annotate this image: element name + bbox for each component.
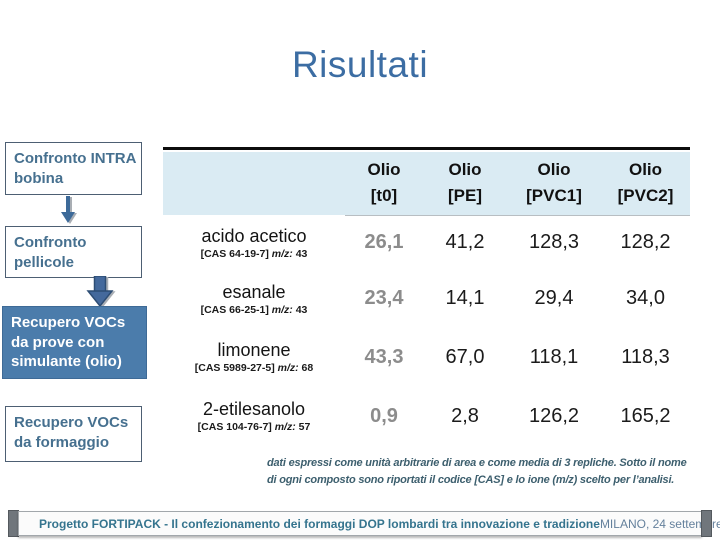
compound-name: acido acetico — [201, 225, 307, 246]
ion-value: 57 — [298, 421, 311, 433]
table-top-border — [163, 147, 690, 150]
table-header-row: Olio [t0] Olio [PE] Olio [PVC1] Olio [PV… — [163, 152, 690, 216]
flow-box-label: Recupero VOCs da formaggio — [14, 414, 129, 451]
value-olio-t0: 43,3 — [364, 345, 404, 368]
value-olio-pvc1: 126,2 — [528, 404, 580, 427]
column-header-condition: [PE] — [448, 186, 482, 205]
compound-cell: esanale [CAS 66-25-1] m/z: 43 — [163, 282, 345, 316]
value-olio-pvc2: 165,2 — [620, 404, 671, 427]
value-olio-pvc2: 118,3 — [621, 345, 670, 368]
ion-value: 68 — [301, 362, 314, 374]
ion-value: 43 — [295, 303, 308, 316]
flow-box-label: Confronto pellicole — [14, 234, 87, 271]
value-olio-pvc1: 29,4 — [534, 287, 574, 309]
value-olio-pe: 67,0 — [445, 345, 485, 368]
down-arrow-icon — [61, 196, 75, 223]
column-header-empty — [163, 152, 345, 215]
value-olio-pe: 2,8 — [451, 404, 479, 427]
cas-code: [CAS 104-76-7] — [197, 421, 272, 433]
column-header-olio-t0: Olio [t0] — [345, 152, 423, 215]
flow-box-label: Confronto INTRA bobina — [14, 150, 136, 187]
table-body: acido acetico [CAS 64-19-7] m/z: 43 26,1… — [163, 215, 690, 445]
compound-cell: 2-etilesanolo [CAS 104-76-7] m/z: 57 — [163, 399, 345, 433]
footer-date-text: MILANO, 24 settembre 2010 — [599, 516, 720, 531]
column-header-olio-pvc1: Olio [PVC1] — [507, 152, 601, 215]
mz-label: m/z: — [277, 362, 299, 374]
compound-name: limonene — [217, 340, 291, 360]
mz-label: m/z: — [271, 303, 293, 316]
value-olio-pe: 41,2 — [445, 231, 485, 253]
column-header-product: Olio — [537, 160, 571, 179]
compound-cas-info: [CAS 5989-27-5] m/z: 68 — [163, 362, 345, 374]
table-row: acido acetico [CAS 64-19-7] m/z: 43 26,1… — [163, 215, 690, 270]
value-olio-pvc1: 118,1 — [529, 345, 579, 368]
flow-box-confronto-intra-bobina: Confronto INTRA bobina — [5, 142, 142, 195]
table-row: limonene [CAS 5989-27-5] m/z: 68 43,3 67… — [163, 327, 690, 387]
column-header-condition: [PVC1] — [526, 186, 582, 205]
compound-cas-info: [CAS 104-76-7] m/z: 57 — [163, 421, 345, 433]
mz-label: m/z: — [271, 247, 293, 260]
compound-cas-info: [CAS 64-19-7] m/z: 43 — [163, 248, 345, 260]
footer-bar-body: Progetto FORTIPACK - Il confezionamento … — [18, 511, 720, 536]
value-olio-pe: 14,1 — [445, 287, 485, 309]
value-olio-t0: 23,4 — [364, 287, 404, 309]
value-olio-pvc2: 128,2 — [620, 231, 671, 253]
table-row: 2-etilesanolo [CAS 104-76-7] m/z: 57 0,9… — [163, 387, 690, 445]
flow-box-recupero-vocs-simulante: Recupero VOCs da prove con simulante (ol… — [2, 306, 147, 379]
value-olio-pvc1: 128,3 — [528, 231, 580, 253]
flow-box-confronto-pellicole: Confronto pellicole — [5, 226, 142, 278]
flow-box-label: Recupero VOCs da prove con simulante (ol… — [11, 314, 126, 370]
column-header-product: Olio — [448, 160, 482, 179]
down-arrow-thick-icon — [86, 276, 114, 307]
value-olio-t0: 0,9 — [370, 404, 398, 427]
mz-label: m/z: — [274, 421, 296, 433]
ion-value: 43 — [295, 247, 308, 260]
compound-cas-info: [CAS 66-25-1] m/z: 43 — [163, 304, 345, 316]
slide-title: Risultati — [291, 44, 429, 85]
cas-code: [CAS 5989-27-5] — [194, 362, 275, 374]
footer-bar: Progetto FORTIPACK - Il confezionamento … — [8, 510, 720, 537]
compound-name: esanale — [222, 281, 286, 302]
cas-code: [CAS 64-19-7] — [200, 247, 269, 260]
compound-cell: acido acetico [CAS 64-19-7] m/z: 43 — [163, 226, 345, 260]
column-header-olio-pvc2: Olio [PVC2] — [601, 152, 690, 215]
footer-project-text: Progetto FORTIPACK - Il confezionamento … — [39, 516, 600, 531]
compound-name: 2-etilesanolo — [202, 399, 306, 419]
cas-code: [CAS 66-25-1] — [200, 303, 269, 316]
value-olio-pvc2: 34,0 — [626, 287, 665, 309]
value-olio-t0: 26,1 — [364, 231, 404, 253]
column-header-product: Olio — [628, 160, 663, 179]
compound-cell: limonene [CAS 5989-27-5] m/z: 68 — [163, 340, 345, 374]
table-row: esanale [CAS 66-25-1] m/z: 43 23,4 14,1 … — [163, 270, 690, 327]
column-header-condition: [PVC2] — [617, 186, 674, 205]
footer-bar-right-cap — [701, 510, 712, 537]
column-header-olio-pe: Olio [PE] — [423, 152, 507, 215]
column-header-product: Olio — [367, 160, 401, 179]
table-footnote: dati espressi come unità arbitrarie di a… — [267, 457, 687, 487]
column-header-condition: [t0] — [370, 186, 398, 205]
flow-box-recupero-vocs-formaggio: Recupero VOCs da formaggio — [5, 406, 142, 462]
